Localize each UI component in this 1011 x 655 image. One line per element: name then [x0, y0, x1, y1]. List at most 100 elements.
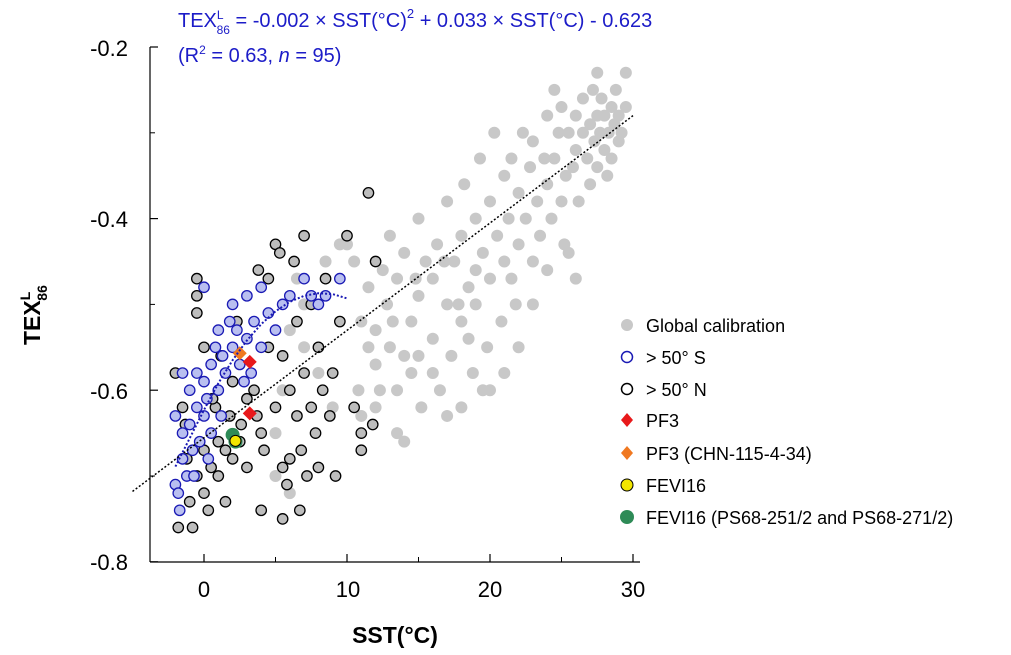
south-50-point: [212, 324, 225, 336]
global-calibration-point: [502, 212, 515, 225]
global-calibration-point: [431, 238, 444, 251]
north-50-point: [348, 401, 360, 414]
equation-line-2: (R2 = 0.63, n = 95): [178, 43, 341, 67]
south-50-point: [191, 367, 203, 379]
global-calibration-point: [512, 186, 525, 199]
global-calibration-point: [466, 367, 479, 380]
legend-marker-pf3-chn: [621, 446, 633, 460]
south-50-point: [255, 281, 268, 294]
global-calibration-point: [441, 298, 454, 311]
global-calibration-point: [619, 101, 632, 114]
global-calibration-point: [541, 178, 554, 191]
south-50-point: [191, 401, 203, 414]
north-50-point: [258, 444, 270, 457]
south-50-point: [172, 487, 185, 500]
south-50-point: [186, 444, 199, 457]
y-axis-title: TEXL86: [17, 285, 50, 345]
global-calibration-point: [458, 178, 471, 191]
north-50-point: [198, 341, 210, 354]
south-50-point: [298, 272, 310, 285]
global-calibration-point: [481, 341, 494, 354]
north-50-point: [191, 272, 203, 285]
fit-lines-layer: [132, 115, 634, 493]
south-50-point: [231, 324, 243, 336]
global-calibration-point: [269, 427, 282, 440]
south-50-point: [226, 298, 239, 311]
global-calibration-point: [509, 298, 522, 311]
north-50-point: [362, 187, 375, 199]
global-calibration-point: [348, 255, 361, 268]
global-calibration-point: [601, 169, 614, 182]
south-50-point: [248, 315, 260, 328]
north-50-point: [333, 315, 346, 328]
north-50-point: [341, 229, 353, 242]
global-calibration-point: [488, 126, 501, 139]
north-50-point: [269, 401, 282, 414]
global-calibration-point: [433, 384, 446, 397]
global-calibration-point: [526, 135, 539, 148]
data-points-layer: [169, 66, 632, 534]
north-50-point: [273, 247, 286, 259]
north-50-point: [255, 504, 268, 517]
south-50-point: [333, 272, 346, 285]
south-50-point: [241, 332, 253, 345]
global-calibration-point: [473, 152, 486, 165]
north-50-point: [329, 470, 342, 482]
global-calibration-point: [398, 246, 411, 259]
global-calibration-point: [441, 409, 454, 422]
global-calibration-point: [505, 152, 518, 165]
legend-marker-south: [620, 350, 634, 364]
global-calibration-point: [569, 143, 582, 156]
global-calibration-point: [426, 367, 439, 380]
global-calibration-point: [498, 255, 511, 268]
south-50-point: [283, 289, 296, 302]
fevi16-point: [229, 434, 242, 447]
north-50-point: [355, 444, 368, 457]
equation-annotation: TEXL 86 = -0.002 × SST(°C)2 + 0.033 × SST…: [178, 6, 652, 67]
north-50-point: [248, 384, 260, 397]
south-50-point: [238, 375, 250, 388]
global-calibration-point: [455, 401, 468, 414]
global-calibration-point: [355, 315, 368, 328]
global-calibration-point: [562, 126, 575, 139]
global-calibration-point: [319, 255, 332, 268]
north-50-point: [366, 418, 379, 431]
global-calibration-point: [462, 332, 475, 345]
global-calibration-point: [512, 341, 525, 354]
global-calibration-point: [469, 264, 482, 277]
north-50-point: [226, 375, 239, 388]
global-calibration-point: [516, 126, 529, 139]
global-calibration-point: [591, 66, 604, 79]
axis-ticks: [150, 46, 634, 563]
legend-label-pf3: PF3: [646, 411, 679, 431]
global-calibration-point: [405, 315, 418, 328]
legend-marker-global: [621, 319, 633, 331]
south-50-point: [173, 504, 186, 517]
global-fit-line: [132, 115, 634, 493]
global-calibration-point: [559, 169, 572, 182]
north-50-point: [283, 384, 296, 397]
global-calibration-point: [469, 298, 482, 311]
north-50-point: [369, 255, 382, 268]
global-calibration-point: [498, 169, 511, 182]
global-calibration-point: [526, 298, 539, 311]
south-50-point: [312, 298, 325, 311]
north-50-point: [288, 255, 300, 268]
global-calibration-point: [352, 384, 365, 397]
global-calibration-point: [588, 135, 601, 148]
global-calibration-point: [586, 83, 599, 96]
global-calibration-point: [484, 384, 496, 397]
south-50-point: [226, 341, 239, 354]
north-50-point: [262, 272, 275, 285]
north-50-point: [281, 478, 293, 491]
global-calibration-point: [391, 384, 404, 397]
south-50-point: [255, 341, 268, 354]
north-50-point: [301, 470, 313, 482]
global-calibration-point: [376, 264, 389, 277]
north-50-point: [309, 427, 322, 439]
north-50-point: [241, 392, 253, 405]
global-calibration-point: [534, 229, 547, 242]
global-calibration-point: [558, 238, 571, 251]
south-fit-line: [174, 292, 348, 468]
south-50-point: [183, 418, 196, 431]
